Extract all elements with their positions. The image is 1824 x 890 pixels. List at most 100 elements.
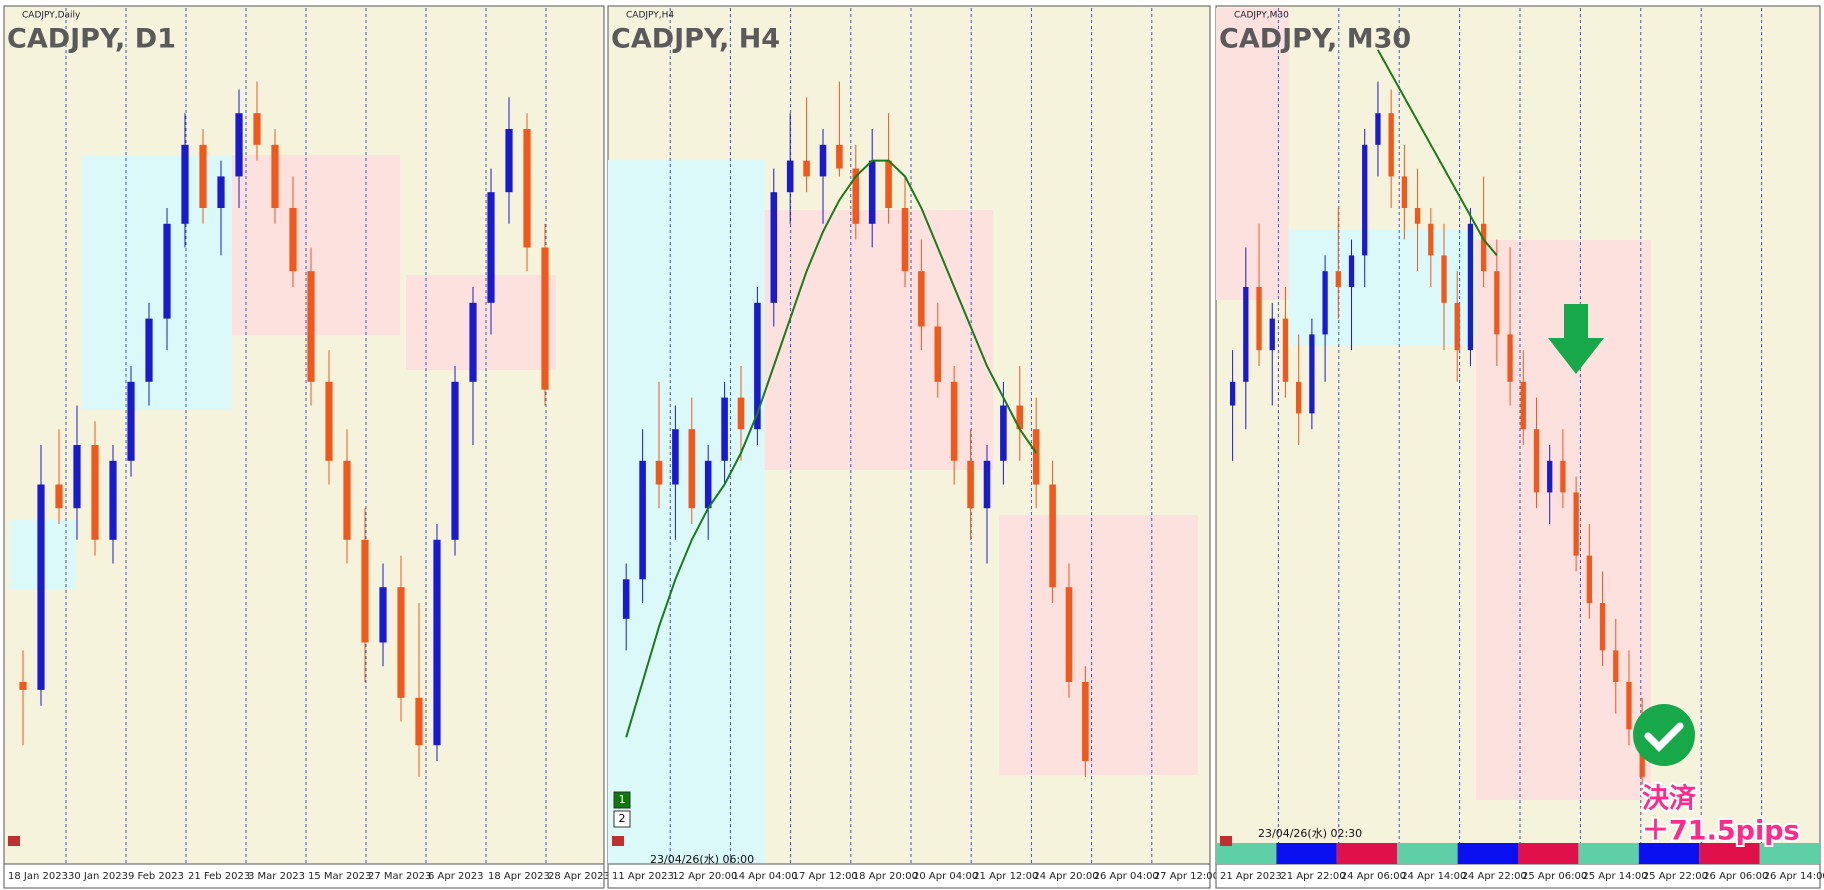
candle-body	[918, 271, 925, 327]
x-tick-label: 18 Jan 2023	[8, 871, 68, 882]
candle-body	[109, 460, 117, 540]
zone	[1216, 8, 1289, 300]
candle-body	[1296, 381, 1302, 414]
x-tick-label: 6 Apr 2023	[428, 871, 483, 882]
moving-average	[1377, 49, 1498, 257]
candle-body	[819, 144, 827, 177]
zone	[608, 160, 765, 864]
zone	[232, 155, 400, 335]
candle-body	[967, 460, 974, 509]
candle-body	[737, 397, 745, 430]
candle-body	[655, 460, 663, 485]
check-mark	[1644, 722, 1684, 752]
down-arrow	[1548, 304, 1604, 374]
candle-body	[217, 176, 225, 208]
candle-body	[163, 223, 171, 319]
candle-body	[415, 697, 423, 746]
result-label: ＋71.5pips	[1642, 816, 1800, 847]
candle-body	[1401, 176, 1408, 208]
candle-body	[770, 192, 778, 303]
candle-body	[1454, 302, 1460, 351]
panel-title: CADJPY, M30	[1219, 24, 1411, 55]
zone	[764, 210, 994, 470]
panel-label: CADJPY,H4	[626, 11, 674, 21]
candle-body	[271, 144, 279, 208]
candle-body	[1547, 460, 1553, 493]
signal-bar	[1518, 843, 1579, 864]
candle-body	[325, 381, 333, 461]
x-tick-label: 14 Apr 04:00	[732, 871, 797, 882]
candle-body	[1560, 460, 1566, 493]
signal-bar	[1759, 843, 1820, 864]
x-tick-label: 21 Apr 12:00	[973, 871, 1038, 882]
x-tick-label: 24 Apr 20:00	[1033, 871, 1098, 882]
x-tick-label: 25 Apr 06:00	[1522, 871, 1587, 882]
candle-body	[451, 381, 459, 540]
candle-body	[639, 460, 646, 580]
candle-body	[803, 160, 810, 177]
candle-body	[704, 460, 712, 509]
x-tick-label: 18 Apr 20:00	[853, 871, 918, 882]
x-tick-label: 11 Apr 2023	[612, 871, 674, 882]
x-tick-label: 25 Apr 22:00	[1643, 871, 1708, 882]
candle-body	[786, 160, 794, 193]
signal-bar	[1336, 843, 1398, 864]
candle-body	[469, 302, 477, 382]
candle-body	[145, 318, 153, 382]
candle-body	[361, 539, 369, 643]
candle-body	[1494, 271, 1500, 335]
candle-body	[836, 144, 843, 169]
candle-body	[1322, 271, 1328, 335]
x-tick-label: 21 Apr 2023	[1220, 871, 1282, 882]
candle-body	[934, 326, 942, 382]
candle-body	[1348, 255, 1355, 287]
signal-bar	[1699, 843, 1760, 864]
x-tick-label: 20 Apr 04:00	[913, 871, 978, 882]
x-tick-label: 26 Apr 14:00	[1764, 871, 1824, 882]
signal-bar	[1638, 843, 1700, 864]
candle-body	[1032, 429, 1040, 485]
zone	[1288, 230, 1476, 345]
candle-body	[1533, 429, 1540, 493]
timestamp: 23/04/26(水) 02:30	[1258, 827, 1362, 840]
candle-body	[1309, 334, 1315, 414]
candle-body	[1520, 381, 1526, 430]
candle-body	[397, 587, 405, 698]
candle-body	[1082, 682, 1089, 761]
signal-bar	[1457, 843, 1518, 864]
close-button	[612, 836, 624, 846]
candle-body	[523, 129, 531, 248]
candle-body	[235, 113, 243, 177]
x-tick-label: 24 Apr 06:00	[1341, 871, 1406, 882]
candle-body	[754, 302, 761, 430]
panel-bg	[3, 5, 605, 865]
candle-body	[1428, 223, 1434, 256]
x-tick-label: 24 Apr 22:00	[1462, 871, 1527, 882]
panel-title: CADJPY, H4	[611, 24, 780, 55]
candle-body	[672, 429, 679, 485]
tab-button[interactable]	[613, 791, 631, 809]
x-tick-label: 17 Apr 12:00	[793, 871, 858, 882]
candle-body	[1049, 484, 1056, 588]
candle-body	[1481, 223, 1487, 272]
candle-body	[379, 587, 387, 643]
x-tick-label: 21 Feb 2023	[188, 871, 250, 882]
candle-body	[1269, 318, 1275, 351]
tab-button-label: 2	[619, 812, 626, 825]
panel-title: CADJPY, D1	[7, 24, 176, 55]
x-tick-label: 30 Jan 2023	[68, 871, 128, 882]
candle-body	[1375, 113, 1381, 145]
x-tick-label: 26 Apr 04:00	[1094, 871, 1159, 882]
candle-body	[1243, 287, 1249, 382]
x-tick-label: 28 Apr 2023	[548, 871, 610, 882]
candle-body	[622, 579, 630, 619]
x-tick-label: 27 Apr 12:00	[1154, 871, 1219, 882]
candle-body	[688, 429, 696, 509]
candle-body	[505, 129, 513, 193]
close-button	[8, 836, 20, 846]
candle-body	[1000, 405, 1007, 461]
tab-button[interactable]	[613, 810, 631, 828]
signal-bar	[1276, 843, 1337, 864]
